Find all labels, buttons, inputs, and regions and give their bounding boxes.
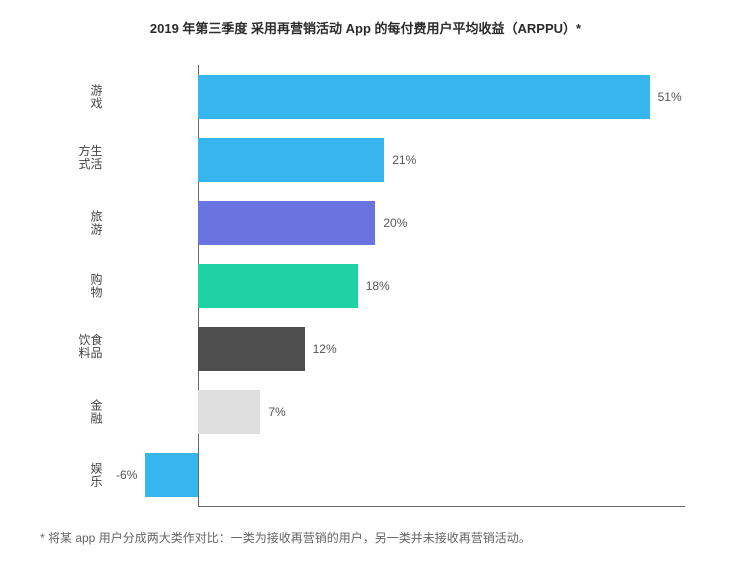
plot-area: 游戏生活方式旅游购物食品饮料金融娱乐 51% 21% 20% 18% 12% 7% -6% [40, 65, 691, 506]
bar-row: -6% [110, 443, 691, 506]
bar [145, 453, 198, 497]
y-axis-labels: 游戏生活方式旅游购物食品饮料金融娱乐 [40, 65, 110, 506]
bar [198, 390, 260, 434]
y-axis-label: 娱乐 [90, 462, 102, 488]
bar-row: 21% [110, 128, 691, 191]
chart-title: 2019 年第三季度 采用再营销活动 App 的每付费用户平均收益（ARPPU）… [40, 18, 691, 37]
bar [198, 327, 304, 371]
y-axis-label: 食品饮料 [78, 333, 102, 365]
bar-value-label: 20% [383, 216, 407, 230]
bar-row: 12% [110, 317, 691, 380]
y-axis-label: 购物 [90, 273, 102, 299]
bar-value-label: 7% [268, 405, 285, 419]
bar-value-label: 51% [658, 90, 682, 104]
bar-row: 51% [110, 65, 691, 128]
bar-value-label: -6% [116, 468, 137, 482]
bar [198, 201, 375, 245]
bars-container: 51% 21% 20% 18% 12% 7% -6% [110, 65, 691, 506]
bar [198, 264, 357, 308]
y-axis-label: 金融 [90, 399, 102, 425]
chart-footnote: * 将某 app 用户分成两大类作对比：一类为接收再营销的用户，另一类并未接收再… [40, 529, 731, 546]
chart-container: 2019 年第三季度 采用再营销活动 App 的每付费用户平均收益（ARPPU）… [0, 0, 731, 507]
x-axis-line [110, 506, 685, 507]
bar-row: 20% [110, 191, 691, 254]
bar [198, 138, 384, 182]
bar-value-label: 18% [366, 279, 390, 293]
bar-row: 18% [110, 254, 691, 317]
y-axis-label: 生活方式 [78, 144, 102, 176]
bar [198, 75, 649, 119]
y-axis-label: 旅游 [90, 210, 102, 236]
y-axis-label: 游戏 [90, 84, 102, 110]
bar-value-label: 12% [313, 342, 337, 356]
bar-row: 7% [110, 380, 691, 443]
bar-value-label: 21% [392, 153, 416, 167]
